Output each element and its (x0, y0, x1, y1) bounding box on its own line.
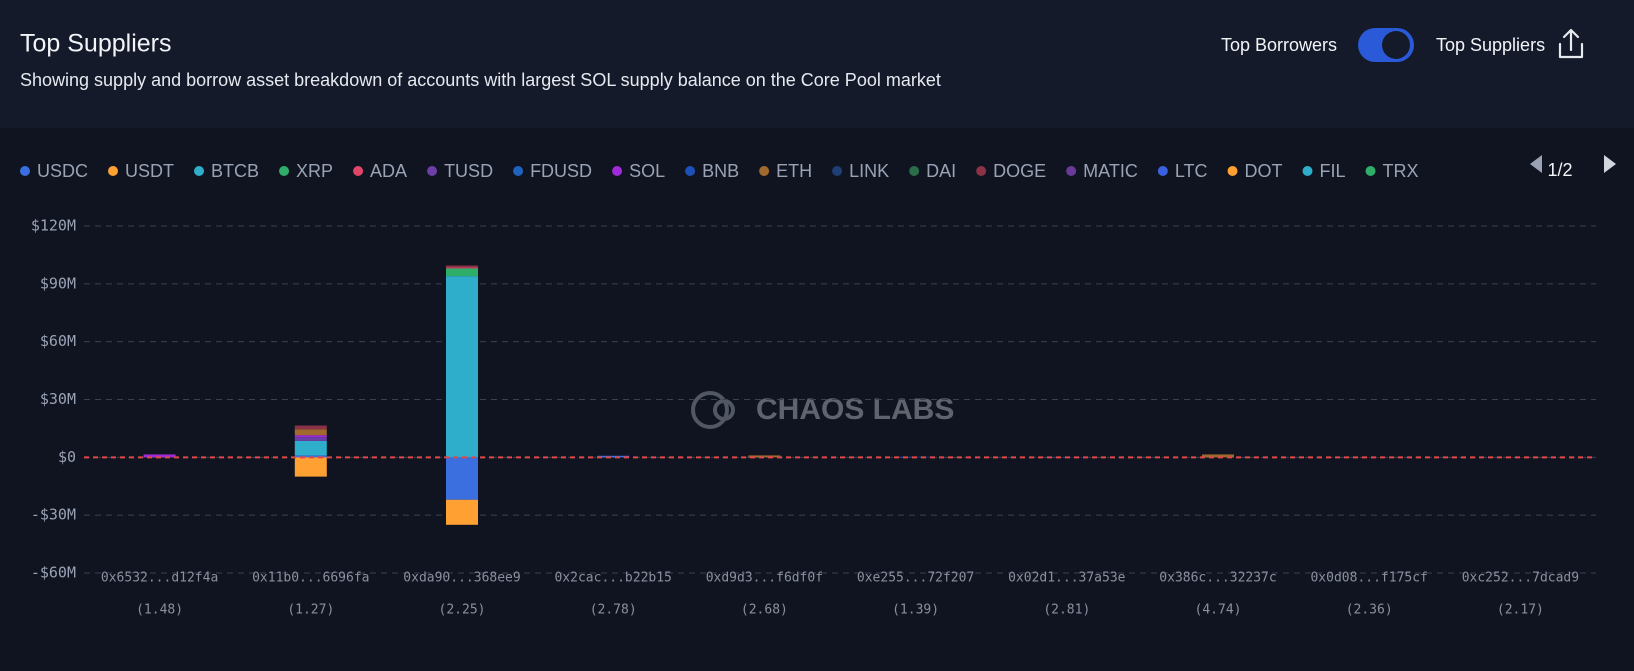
x-tick-note: (2.68) (741, 603, 788, 618)
legend-page: 1/2 (1547, 160, 1572, 180)
legend-dot[interactable] (194, 166, 204, 176)
legend-label[interactable]: FDUSD (530, 161, 592, 181)
x-tick-label: 0x11b0...6696fa (252, 571, 369, 586)
bar-segment (295, 437, 327, 441)
y-tick-label: $30M (40, 390, 76, 408)
x-tick-note: (2.78) (590, 603, 637, 618)
legend-dot[interactable] (20, 166, 30, 176)
legend-dot[interactable] (279, 166, 289, 176)
legend-label[interactable]: ADA (370, 161, 407, 181)
legend-dot[interactable] (1158, 166, 1168, 176)
subtitle: Showing supply and borrow asset breakdow… (20, 70, 941, 90)
legend-label[interactable]: MATIC (1083, 161, 1138, 181)
legend-dot[interactable] (759, 166, 769, 176)
legend-label[interactable]: TUSD (444, 161, 493, 181)
y-tick-label: $0 (58, 448, 76, 466)
bar-segment (295, 457, 327, 476)
legend-label[interactable]: DOT (1245, 161, 1283, 181)
bar-segment (446, 268, 478, 276)
bar-segment (295, 435, 327, 437)
x-tick-note: (1.48) (136, 603, 183, 618)
bar-segment (446, 457, 478, 499)
legend-dot[interactable] (612, 166, 622, 176)
x-tick-note: (2.17) (1497, 603, 1544, 618)
x-tick-label: 0xc252...7dcad9 (1462, 571, 1579, 586)
legend-label[interactable]: TRX (1383, 161, 1419, 181)
legend-label[interactable]: LTC (1175, 161, 1208, 181)
bar-segment (295, 426, 327, 430)
legend-label[interactable]: LINK (849, 161, 889, 181)
y-tick-label: $90M (40, 274, 76, 292)
x-tick-label: 0x2cac...b22b15 (554, 571, 671, 586)
bar-segment (446, 500, 478, 525)
toggle-right-label[interactable]: Top Suppliers (1436, 35, 1545, 55)
legend-dot[interactable] (1066, 166, 1076, 176)
x-tick-label: 0xd9d3...f6df0f (706, 571, 823, 586)
legend-dot[interactable] (976, 166, 986, 176)
toggle[interactable] (1358, 28, 1414, 62)
bar-segment (446, 266, 478, 268)
legend-dot[interactable] (427, 166, 437, 176)
legend-label[interactable]: BTCB (211, 161, 259, 181)
x-tick-note: (2.25) (439, 603, 486, 618)
bar-segment (295, 429, 327, 435)
legend-label[interactable]: USDC (37, 161, 88, 181)
legend-label[interactable]: XRP (296, 161, 333, 181)
toggle-left-label[interactable]: Top Borrowers (1221, 35, 1337, 55)
x-tick-note: (1.39) (892, 603, 939, 618)
y-tick-label: $60M (40, 332, 76, 350)
legend-label[interactable]: SOL (629, 161, 665, 181)
x-tick-note: (2.81) (1043, 603, 1090, 618)
header-bg (0, 0, 1634, 128)
legend-label[interactable]: ETH (776, 161, 812, 181)
bar-segment (446, 276, 478, 457)
legend-dot[interactable] (685, 166, 695, 176)
x-tick-note: (1.27) (287, 603, 334, 618)
watermark-text: CHAOS LABS (756, 393, 954, 426)
legend-dot[interactable] (909, 166, 919, 176)
legend-label[interactable]: BNB (702, 161, 739, 181)
legend-label[interactable]: USDT (125, 161, 174, 181)
x-tick-label: 0xda90...368ee9 (403, 571, 520, 586)
legend-dot[interactable] (108, 166, 118, 176)
x-tick-label: 0xe255...72f207 (857, 571, 974, 586)
legend-dot[interactable] (1303, 166, 1313, 176)
legend-label[interactable]: DOGE (993, 161, 1046, 181)
y-tick-label: $120M (31, 217, 76, 235)
legend-label[interactable]: DAI (926, 161, 956, 181)
legend-dot[interactable] (513, 166, 523, 176)
title: Top Suppliers (20, 30, 171, 58)
legend-dot[interactable] (832, 166, 842, 176)
legend-dot[interactable] (1228, 166, 1238, 176)
x-tick-label: 0x386c...32237c (1159, 571, 1276, 586)
bar-segment (446, 267, 478, 268)
y-tick-label: -$60M (31, 564, 76, 582)
legend-label[interactable]: FIL (1320, 161, 1346, 181)
bar-segment (295, 441, 327, 455)
x-tick-note: (2.36) (1346, 603, 1393, 618)
x-tick-note: (4.74) (1195, 603, 1242, 618)
legend-dot[interactable] (353, 166, 363, 176)
legend-dot[interactable] (1366, 166, 1376, 176)
toggle-knob[interactable] (1382, 31, 1410, 59)
x-tick-label: 0x02d1...37a53e (1008, 571, 1126, 586)
y-tick-label: -$30M (31, 506, 76, 524)
x-tick-label: 0x6532...d12f4a (101, 571, 218, 586)
x-tick-label: 0x0d08...f175cf (1310, 571, 1427, 586)
